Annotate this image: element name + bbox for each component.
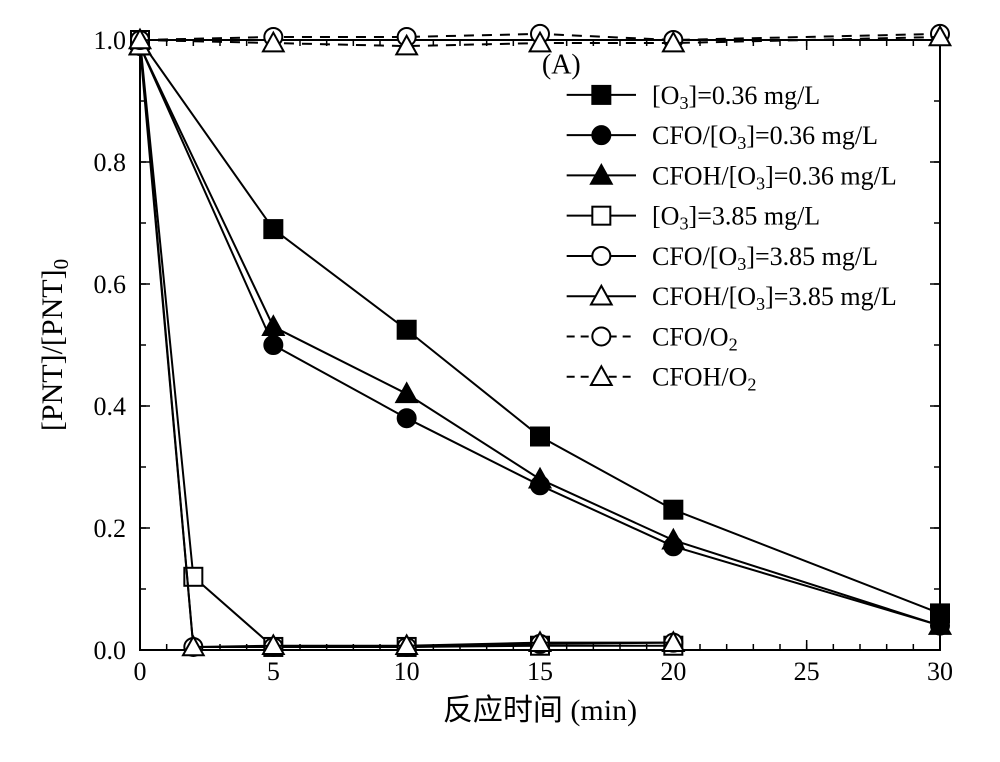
legend-label: CFO/[O3]=3.85 mg/L bbox=[652, 242, 878, 274]
x-tick-label: 15 bbox=[527, 657, 553, 686]
x-tick-label: 0 bbox=[134, 657, 147, 686]
x-tick-label: 5 bbox=[267, 657, 280, 686]
legend-label: CFO/O2 bbox=[652, 322, 738, 354]
x-axis-label: 反应时间 (min) bbox=[443, 694, 637, 727]
y-axis-label: [PNT]/[PNT]0 bbox=[36, 259, 73, 431]
legend-label: [O3]=0.36 mg/L bbox=[652, 81, 820, 113]
panel-annotation: (A) bbox=[542, 50, 581, 81]
x-tick-label: 20 bbox=[660, 657, 686, 686]
legend-label: CFOH/O2 bbox=[652, 363, 756, 395]
y-tick-label: 0.8 bbox=[94, 148, 127, 177]
plot-bg bbox=[0, 0, 1000, 762]
x-tick-label: 25 bbox=[794, 657, 820, 686]
legend-label: CFO/[O3]=0.36 mg/L bbox=[652, 121, 878, 153]
x-tick-label: 10 bbox=[394, 657, 420, 686]
legend-label: CFOH/[O3]=0.36 mg/L bbox=[652, 161, 897, 193]
y-tick-label: 0.6 bbox=[94, 270, 127, 299]
x-tick-label: 30 bbox=[927, 657, 953, 686]
y-tick-label: 1.0 bbox=[94, 26, 127, 55]
y-tick-label: 0.2 bbox=[94, 514, 127, 543]
chart-container: 0 5 10 15 20 25 30 0.0 0.2 0.4 0.6 0.8 1.0 反应时间 (min)… bbox=[0, 0, 1000, 762]
legend-label: CFOH/[O3]=3.85 mg/L bbox=[652, 282, 897, 314]
chart-svg: 0 5 10 15 20 25 30 0.0 0.2 0.4 0.6 0.8 1.0 反应时间 (min)… bbox=[0, 0, 1000, 762]
y-tick-label: 0.0 bbox=[94, 636, 127, 665]
y-tick-label: 0.4 bbox=[94, 392, 127, 421]
legend-label: [O3]=3.85 mg/L bbox=[652, 202, 820, 234]
